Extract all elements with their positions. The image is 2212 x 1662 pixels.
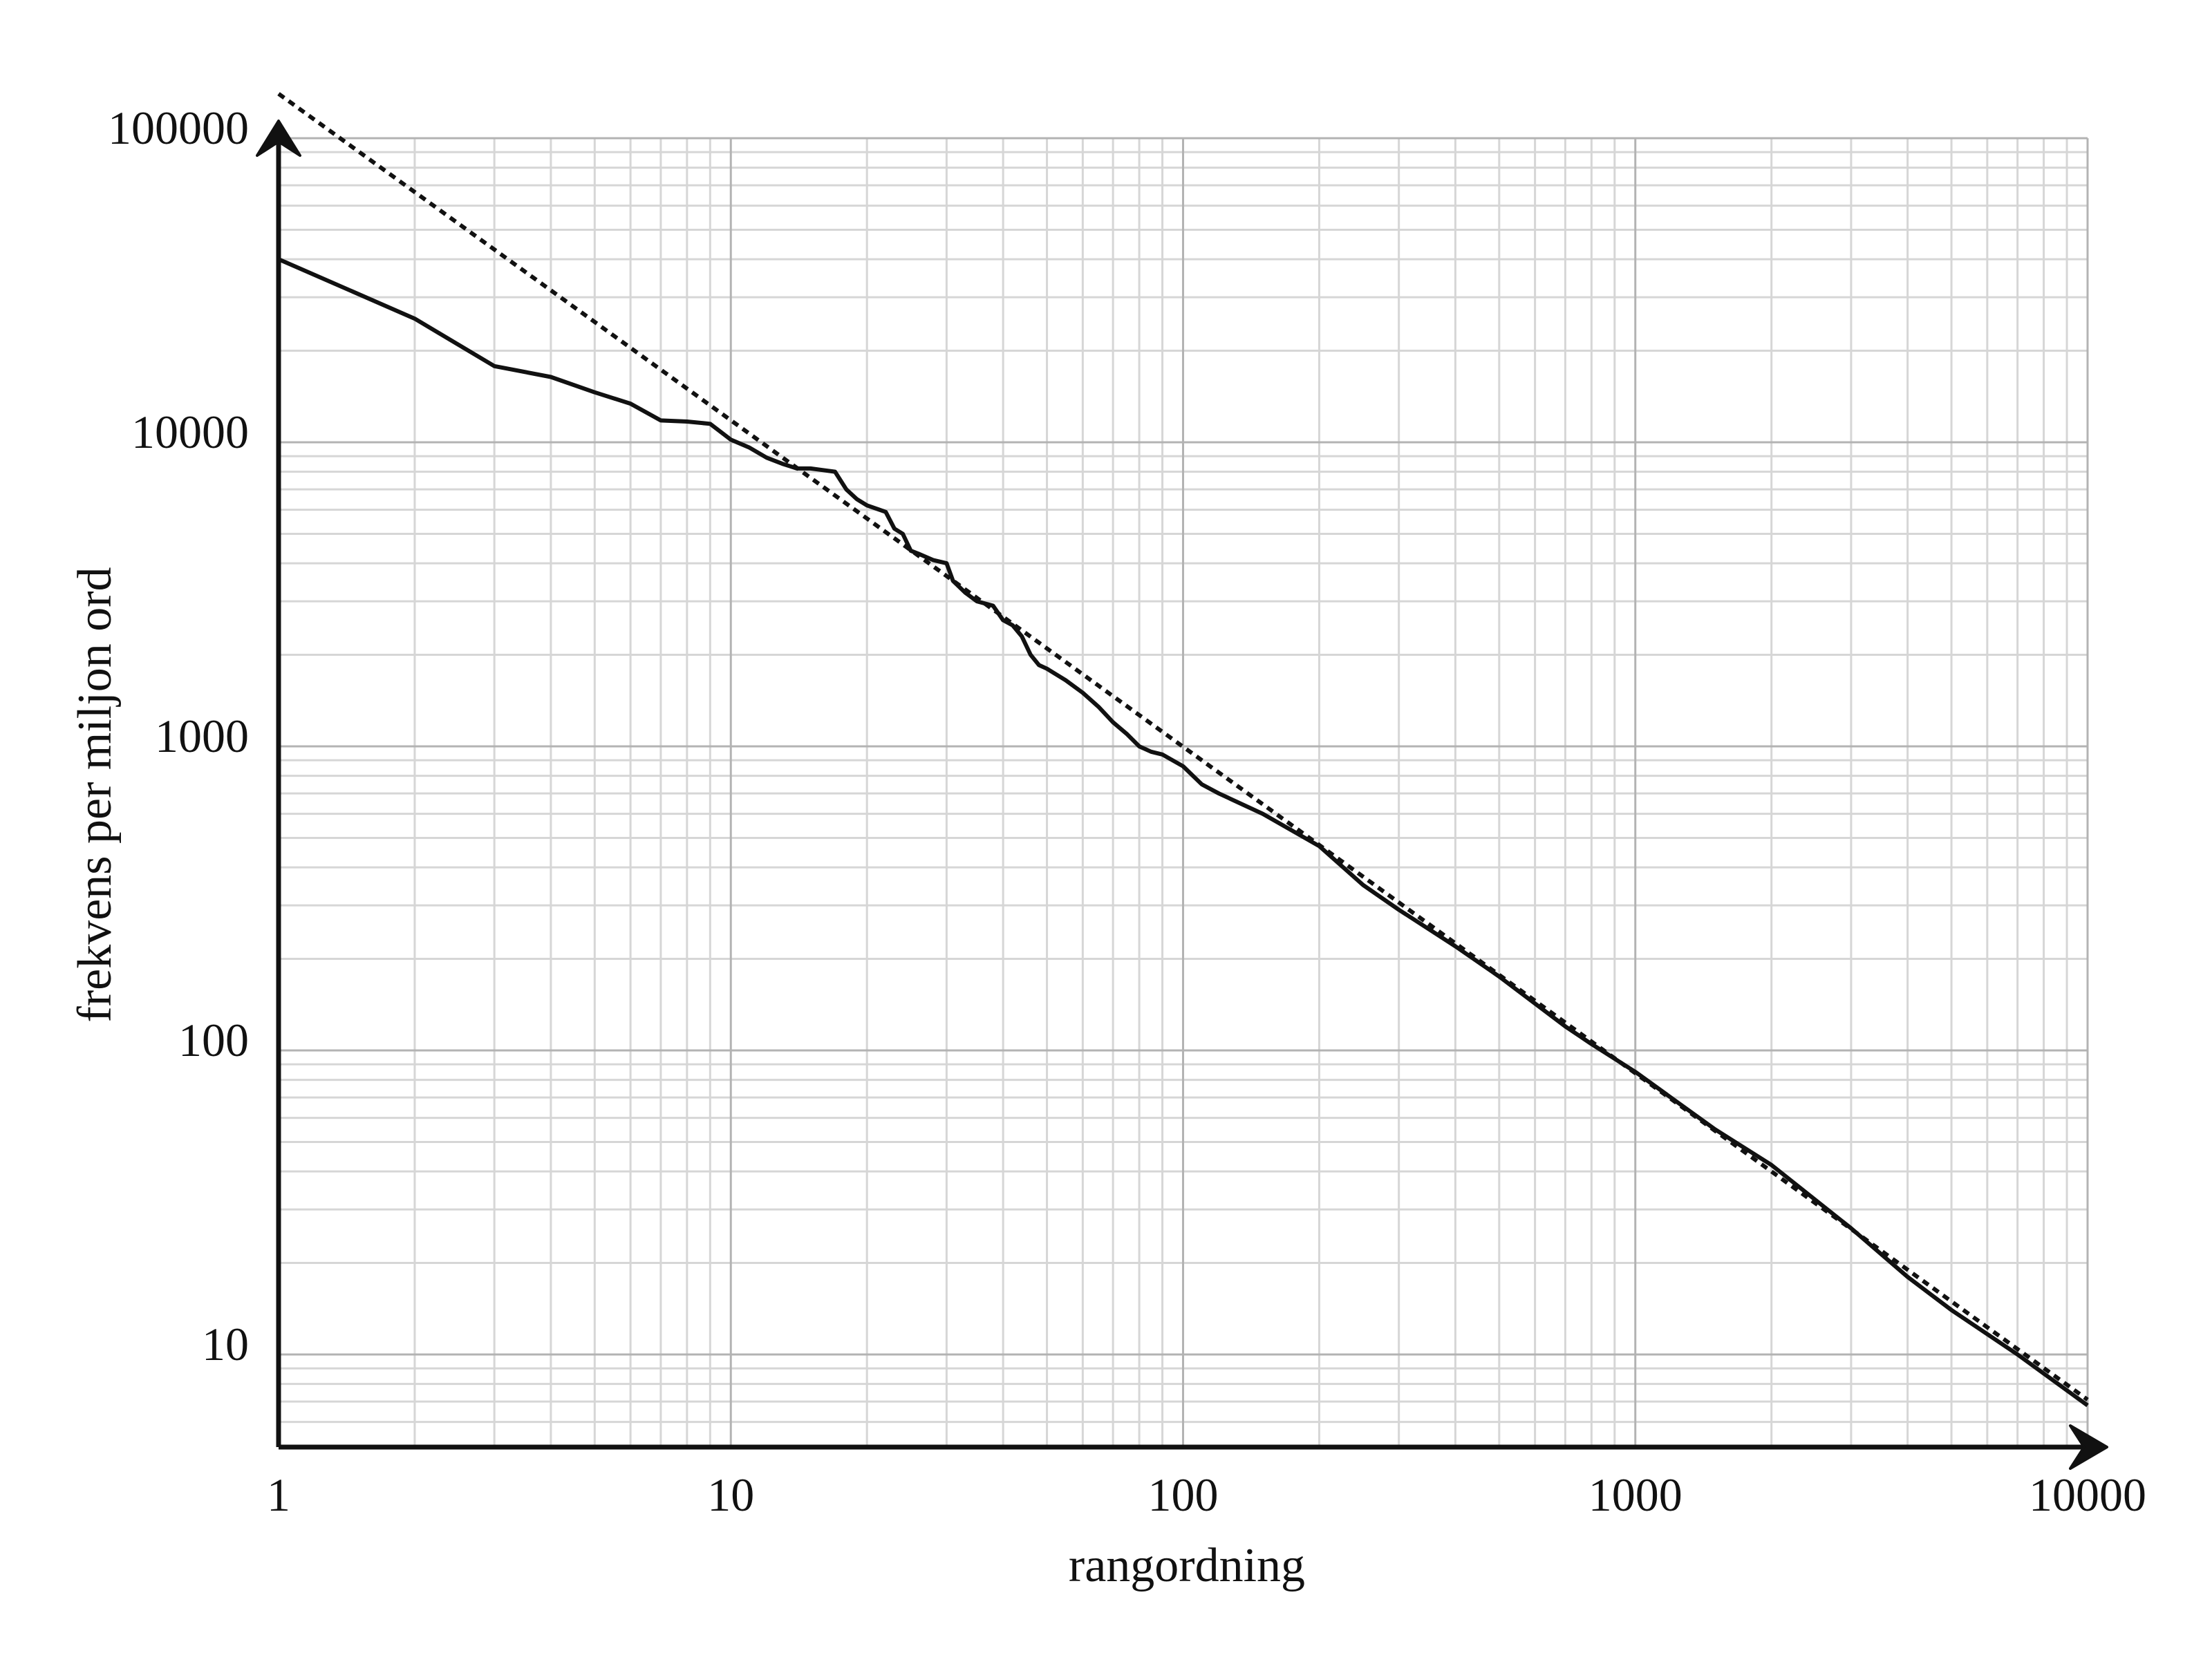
y-tick-label: 100000	[108, 102, 249, 154]
x-tick-label: 1	[267, 1469, 290, 1521]
y-tick-labels: 10 100 1000 10000 100000	[108, 102, 249, 1370]
x-tick-label: 100	[1148, 1469, 1219, 1521]
major-grid	[277, 137, 2089, 1447]
y-axis-arrow-icon	[256, 120, 301, 157]
x-tick-label: 1000	[1588, 1469, 1683, 1521]
x-tick-labels: 1 10 100 1000 10000	[267, 1469, 2146, 1521]
y-tick-label: 1000	[155, 710, 249, 762]
x-axis-arrow-icon	[2069, 1424, 2108, 1470]
reference-line-dotted	[277, 92, 2089, 1401]
x-tick-label: 10	[707, 1469, 754, 1521]
minor-grid	[279, 138, 2088, 1447]
y-tick-label: 100	[178, 1014, 249, 1066]
x-axis-title: rangordning	[1069, 1539, 1305, 1592]
y-tick-label: 10	[202, 1318, 249, 1370]
axes	[256, 120, 2108, 1470]
x-tick-label: 10000	[2029, 1469, 2146, 1521]
y-axis-title: frekvens per miljon ord	[68, 567, 122, 1023]
y-tick-label: 10000	[131, 406, 249, 458]
series-layer	[277, 92, 2089, 1408]
